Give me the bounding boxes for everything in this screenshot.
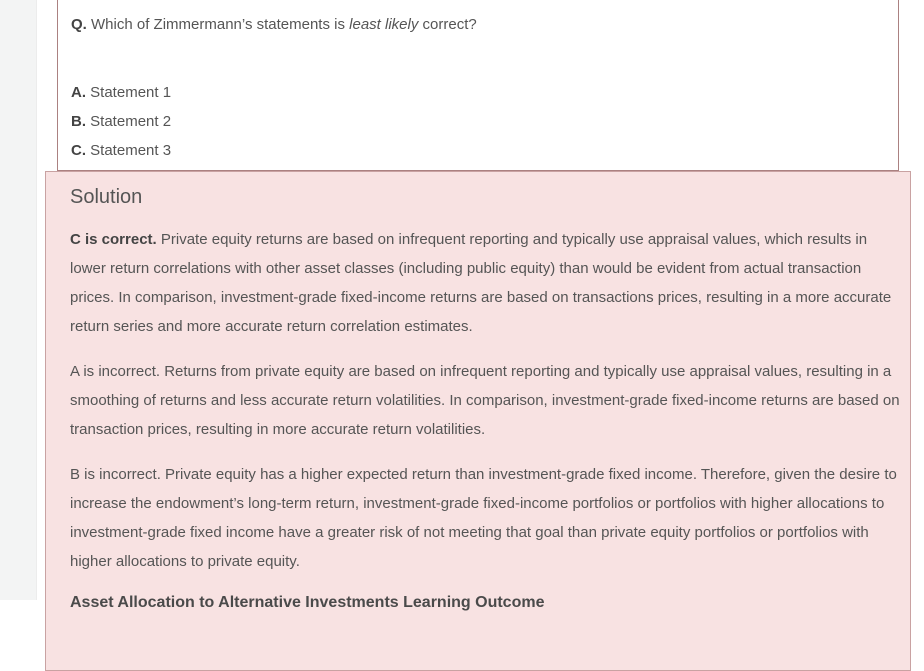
solution-heading: Solution (70, 186, 143, 208)
answer-option-a[interactable]: A. Statement 1 (71, 78, 884, 107)
learning-outcome-heading: Asset Allocation to Alternative Investme… (70, 594, 545, 611)
content-column: Q. Which of Zimmermann’s statements is l… (45, 0, 911, 671)
solution-paragraph-c-correct: C is correct. Private equity returns are… (70, 225, 900, 341)
solution-panel: Solution C is correct. Private equity re… (45, 171, 911, 671)
answer-option-b[interactable]: B. Statement 2 (71, 107, 884, 136)
answer-options: A. Statement 1 B. Statement 2 C. Stateme… (71, 78, 884, 165)
left-gutter (0, 0, 37, 600)
answer-option-c[interactable]: C. Statement 3 (71, 136, 884, 165)
option-b-text: Statement 2 (90, 113, 172, 130)
question-card: Q. Which of Zimmermann’s statements is l… (57, 0, 899, 171)
question-label: Q. (71, 16, 87, 33)
question-text-post: correct? (418, 16, 477, 33)
question-text: Q. Which of Zimmermann’s statements is l… (71, 14, 884, 36)
option-a-letter: A. (71, 84, 86, 101)
solution-paragraph-c-text: Private equity returns are based on infr… (70, 231, 892, 335)
solution-paragraph-b-incorrect: B is incorrect. Private equity has a hig… (70, 460, 900, 576)
option-c-text: Statement 3 (90, 142, 172, 159)
solution-paragraph-b-text: B is incorrect. Private equity has a hig… (70, 466, 897, 570)
question-text-italic: least likely (349, 16, 419, 33)
option-a-text: Statement 1 (90, 84, 172, 101)
question-text-pre: Which of Zimmermann’s statements is (91, 16, 350, 33)
solution-paragraph-c-bold: C is correct. (70, 231, 157, 248)
option-b-letter: B. (71, 113, 86, 130)
option-c-letter: C. (71, 142, 86, 159)
solution-paragraph-a-text: A is incorrect. Returns from private equ… (70, 363, 900, 438)
solution-paragraph-a-incorrect: A is incorrect. Returns from private equ… (70, 357, 900, 444)
